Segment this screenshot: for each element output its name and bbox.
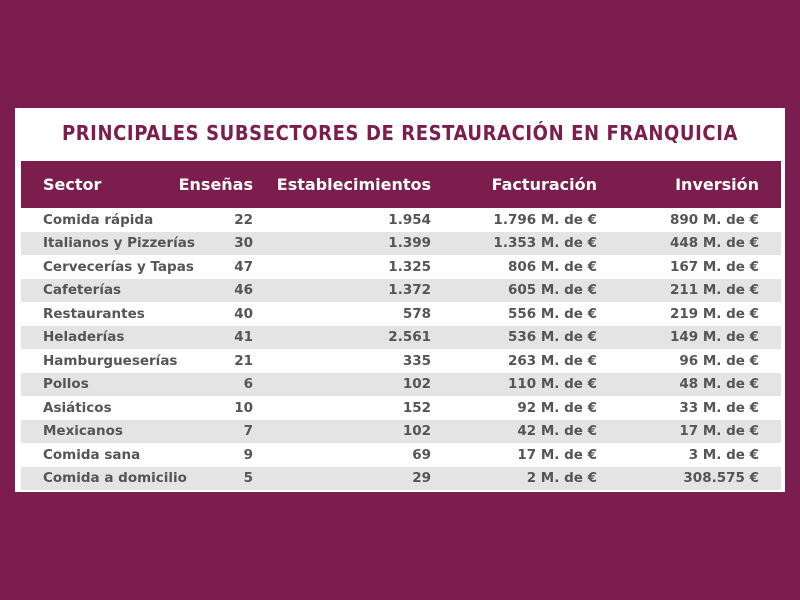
table-row: Comida a domicilio 5 29 2 M. de € 308.57…: [21, 466, 781, 490]
cell-establecimientos: 1.399: [388, 235, 431, 252]
cell-inversion: 211 M. de €: [669, 282, 759, 299]
cell-inversion: 219 M. de €: [669, 305, 759, 322]
table-row: Comida sana 9 69 17 M. de € 3 M. de €: [21, 443, 781, 467]
page-title: PRINCIPALES SUBSECTORES DE RESTAURACIÓN …: [61, 121, 739, 145]
cell-sector: Comida a domicilio: [43, 470, 187, 487]
cell-facturacion: 110 M. de €: [507, 376, 597, 393]
cell-sector: Restaurantes: [43, 305, 145, 322]
header-establecimientos: Establecimientos: [276, 175, 431, 194]
cell-facturacion: 806 M. de €: [507, 258, 597, 275]
cell-ensenas: 41: [234, 329, 253, 346]
cell-sector: Mexicanos: [43, 423, 123, 440]
cell-establecimientos: 102: [402, 376, 431, 393]
cell-sector: Heladerías: [43, 329, 125, 346]
cell-ensenas: 40: [234, 305, 253, 322]
table-row: Mexicanos 7 102 42 M. de € 17 M. de €: [21, 419, 781, 443]
cell-sector: Italianos y Pizzerías: [43, 235, 195, 252]
cell-ensenas: 6: [243, 376, 253, 393]
header-facturacion: Facturación: [491, 175, 597, 194]
cell-establecimientos: 152: [402, 399, 431, 416]
cell-establecimientos: 578: [402, 305, 431, 322]
cell-facturacion: 1.353 M. de €: [493, 235, 597, 252]
cell-establecimientos: 102: [402, 423, 431, 440]
table-row: Restaurantes 40 578 556 M. de € 219 M. d…: [21, 302, 781, 326]
cell-inversion: 448 M. de €: [669, 235, 759, 252]
table-row: Cafeterías 46 1.372 605 M. de € 211 M. d…: [21, 278, 781, 302]
cell-ensenas: 21: [234, 352, 253, 369]
cell-establecimientos: 335: [402, 352, 431, 369]
cell-ensenas: 10: [234, 399, 253, 416]
cell-sector: Comida rápida: [43, 211, 154, 228]
header-ensenas: Enseñas: [178, 175, 253, 194]
table-row: Italianos y Pizzerías 30 1.399 1.353 M. …: [21, 231, 781, 255]
cell-facturacion: 1.796 M. de €: [493, 211, 597, 228]
cell-facturacion: 42 M. de €: [517, 423, 597, 440]
cell-establecimientos: 29: [412, 470, 431, 487]
cell-ensenas: 5: [243, 470, 253, 487]
cell-ensenas: 22: [234, 211, 253, 228]
cell-sector: Comida sana: [43, 446, 141, 463]
cell-ensenas: 47: [234, 258, 253, 275]
cell-sector: Cervecerías y Tapas: [43, 258, 194, 275]
table-row: Pollos 6 102 110 M. de € 48 M. de €: [21, 372, 781, 396]
table-card: PRINCIPALES SUBSECTORES DE RESTAURACIÓN …: [15, 108, 785, 492]
cell-sector: Pollos: [43, 376, 89, 393]
cell-inversion: 17 M. de €: [679, 423, 759, 440]
cell-facturacion: 92 M. de €: [517, 399, 597, 416]
cell-inversion: 33 M. de €: [679, 399, 759, 416]
cell-inversion: 308.575 €: [683, 470, 759, 487]
cell-ensenas: 9: [243, 446, 253, 463]
cell-facturacion: 2 M. de €: [526, 470, 597, 487]
header-inversion: Inversión: [675, 175, 759, 194]
table-row: Heladerías 41 2.561 536 M. de € 149 M. d…: [21, 325, 781, 349]
cell-facturacion: 605 M. de €: [507, 282, 597, 299]
cell-ensenas: 46: [234, 282, 253, 299]
cell-establecimientos: 1.372: [388, 282, 431, 299]
data-table: Sector Enseñas Establecimientos Facturac…: [21, 161, 781, 490]
cell-sector: Cafeterías: [43, 282, 122, 299]
cell-facturacion: 17 M. de €: [517, 446, 597, 463]
cell-establecimientos: 2.561: [388, 329, 431, 346]
cell-establecimientos: 69: [412, 446, 431, 463]
cell-inversion: 149 M. de €: [669, 329, 759, 346]
cell-inversion: 167 M. de €: [669, 258, 759, 275]
cell-facturacion: 263 M. de €: [507, 352, 597, 369]
cell-establecimientos: 1.954: [388, 211, 431, 228]
cell-inversion: 3 M. de €: [688, 446, 759, 463]
table-row: Hamburgueserías 21 335 263 M. de € 96 M.…: [21, 349, 781, 373]
cell-ensenas: 7: [243, 423, 253, 440]
cell-inversion: 48 M. de €: [679, 376, 759, 393]
table-row: Cervecerías y Tapas 47 1.325 806 M. de €…: [21, 255, 781, 279]
cell-establecimientos: 1.325: [388, 258, 431, 275]
cell-facturacion: 536 M. de €: [507, 329, 597, 346]
cell-sector: Hamburgueserías: [43, 352, 178, 369]
cell-inversion: 890 M. de €: [669, 211, 759, 228]
table-header: Sector Enseñas Establecimientos Facturac…: [21, 161, 781, 208]
cell-facturacion: 556 M. de €: [507, 305, 597, 322]
table-row: Comida rápida 22 1.954 1.796 M. de € 890…: [21, 208, 781, 232]
table-row: Asiáticos 10 152 92 M. de € 33 M. de €: [21, 396, 781, 420]
cell-inversion: 96 M. de €: [679, 352, 759, 369]
cell-ensenas: 30: [234, 235, 253, 252]
cell-sector: Asiáticos: [43, 399, 112, 416]
header-sector: Sector: [43, 175, 102, 194]
